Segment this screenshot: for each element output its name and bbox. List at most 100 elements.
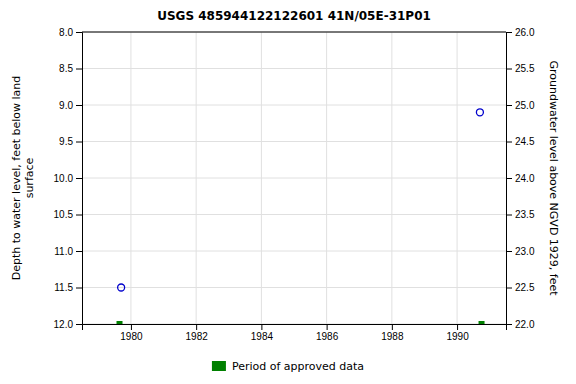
tick-mark [392, 324, 393, 330]
tick-mark [76, 288, 82, 289]
axis-line [83, 325, 507, 331]
tick: 24.0 [506, 173, 535, 184]
tick: 1988 [381, 324, 404, 342]
tick-label: 10.5 [54, 209, 74, 220]
tick-mark [76, 142, 82, 143]
tick: 26.0 [506, 27, 535, 38]
tick: 24.5 [506, 136, 535, 147]
tick-label: 25.5 [515, 63, 535, 74]
grid-line-y [82, 251, 506, 252]
tick-label: 11.0 [54, 246, 73, 257]
tick-mark [76, 251, 82, 252]
tick-label: 25.0 [515, 100, 535, 111]
grid-line-y [82, 287, 506, 288]
tick-label: 22.5 [515, 282, 535, 293]
tick: 9.0 [59, 100, 82, 111]
tick-label: 1990 [446, 331, 469, 342]
tick: 1980 [120, 324, 143, 342]
tick-label: 10.0 [54, 173, 74, 184]
grid-line-y [82, 141, 506, 142]
tick: 22.0 [506, 319, 535, 330]
tick: 12.0 [54, 319, 82, 330]
tick-label: 23.5 [515, 209, 535, 220]
axis-line [507, 33, 513, 325]
legend-swatch [212, 361, 226, 371]
legend-label: Period of approved data [232, 360, 364, 373]
tick-mark [506, 288, 512, 289]
tick-label: 26.0 [515, 27, 535, 38]
tick-label: 9.0 [59, 100, 73, 111]
point [476, 109, 483, 116]
grid-line-y [82, 32, 506, 33]
grid-line-y [82, 68, 506, 69]
tick-mark [506, 142, 512, 143]
tick-label: 1986 [316, 331, 339, 342]
point [118, 284, 125, 291]
marks [117, 109, 485, 324]
chart: 1980 1982 1984 1986 1988 1990 8.0 8.5 9.0 9.5 10.0… [0, 0, 576, 384]
frame [82, 32, 506, 33]
title: USGS 485944122122601 41N/05E-31P01 [157, 9, 431, 23]
tick-mark [261, 324, 262, 330]
y2-axis: 22.0 22.5 23.0 23.5 24.0 24.5 25.0 25.5 26.0 [506, 27, 535, 330]
tick-label: 8.5 [59, 63, 73, 74]
grid [82, 32, 506, 324]
tick-mark [506, 215, 512, 216]
tick-label: 1982 [186, 331, 209, 342]
tick-mark [506, 251, 512, 252]
axis-line [76, 33, 83, 325]
tick: 8.0 [59, 27, 82, 38]
tick-label: 1980 [120, 331, 143, 342]
tick: 22.5 [506, 282, 535, 293]
tick-mark [76, 215, 82, 216]
tick: 1982 [186, 324, 209, 342]
tick: 25.0 [506, 100, 535, 111]
y-axis: 8.0 8.5 9.0 9.5 10.0 10.5 11.0 11.5 12.0 [54, 27, 83, 330]
tick-mark [76, 324, 82, 325]
point [479, 321, 485, 324]
tick-mark [76, 105, 82, 106]
tick-mark [327, 324, 328, 330]
grid-line-y [82, 214, 506, 215]
tick-label: 12.0 [54, 319, 74, 330]
point [117, 321, 123, 324]
series [117, 321, 485, 324]
x-axis: 1980 1982 1984 1986 1988 1990 [83, 324, 507, 342]
tick: 9.5 [59, 136, 82, 147]
tick-label: 11.5 [54, 282, 73, 293]
tick: 10.5 [54, 209, 82, 220]
y2-axis-label: Groundwater level above NGVD 1929, feet [547, 60, 560, 296]
tick-label: 9.5 [59, 136, 73, 147]
tick: 23.5 [506, 209, 535, 220]
grid-line-y [82, 178, 506, 179]
tick: 11.5 [54, 282, 82, 293]
tick-mark [76, 69, 82, 70]
tick-mark [506, 32, 512, 33]
tick-mark [506, 105, 512, 106]
grid-line-y [82, 105, 506, 106]
legend-item: Period of approved data [212, 360, 364, 373]
tick-label: 8.0 [59, 27, 73, 38]
tick-mark [457, 324, 458, 330]
tick: 10.0 [54, 173, 82, 184]
tick-mark [76, 178, 82, 179]
tick-label: 24.5 [515, 136, 535, 147]
tick-mark [196, 324, 197, 330]
tick: 11.0 [54, 246, 82, 257]
tick-mark [506, 69, 512, 70]
tick-label: 1988 [381, 331, 404, 342]
tick-mark [131, 324, 132, 330]
tick-mark [506, 178, 512, 179]
legend: Period of approved data [212, 360, 364, 373]
tick-mark [506, 324, 512, 325]
tick-label: 22.0 [515, 319, 535, 330]
tick-label: 23.0 [515, 246, 535, 257]
tick: 1990 [446, 324, 469, 342]
tick: 1984 [251, 324, 274, 342]
tick-label: 1984 [251, 331, 274, 342]
tick: 25.5 [506, 63, 535, 74]
tick: 1986 [316, 324, 339, 342]
tick-label: 24.0 [515, 173, 535, 184]
tick: 23.0 [506, 246, 535, 257]
tick: 8.5 [59, 63, 82, 74]
